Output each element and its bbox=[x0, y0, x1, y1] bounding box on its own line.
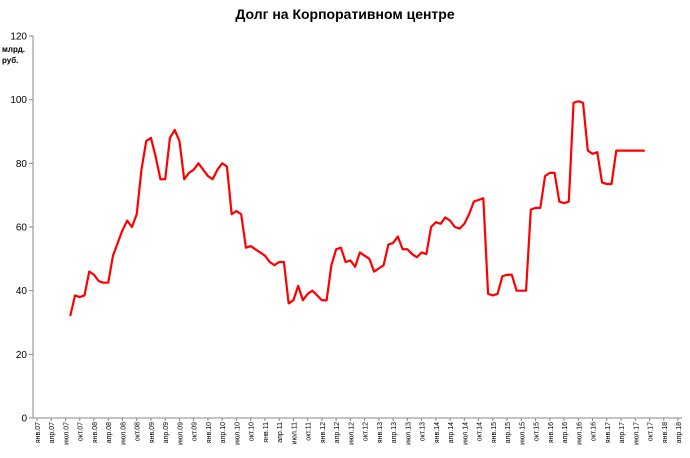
chart-title: Долг на Корпоративном центре bbox=[235, 6, 454, 22]
x-tick-label: июл.09 bbox=[177, 422, 184, 445]
x-tick-label: июл.14 bbox=[462, 422, 469, 445]
y-tick-label: 80 bbox=[16, 159, 28, 170]
x-tick-label: янв.17 bbox=[605, 422, 612, 443]
x-tick-label: апр.17 bbox=[619, 422, 626, 443]
x-tick-label: окт.09 bbox=[192, 422, 199, 441]
x-tick-label: янв.14 bbox=[434, 422, 441, 443]
x-tick-label: янв.16 bbox=[548, 422, 555, 443]
x-tick-label: апр.18 bbox=[676, 422, 683, 443]
x-tick-label: окт.15 bbox=[534, 422, 541, 441]
x-tick-label: апр.14 bbox=[448, 422, 455, 443]
x-tick-label: июл.13 bbox=[405, 422, 412, 445]
x-tick-label: янв.12 bbox=[320, 422, 327, 443]
x-tick-label: июл.12 bbox=[348, 422, 355, 445]
x-tick-label: апр.10 bbox=[220, 422, 227, 443]
x-tick-label: янв.13 bbox=[377, 422, 384, 443]
x-tick-label: апр.11 bbox=[277, 422, 284, 443]
x-tick-label: янв.15 bbox=[491, 422, 498, 443]
y-tick-label: 100 bbox=[10, 95, 27, 106]
y-tick-label: 120 bbox=[10, 32, 27, 43]
x-tick-label: окт.11 bbox=[306, 422, 313, 441]
y-tick-label: 0 bbox=[21, 414, 27, 425]
x-tick-label: окт.07 bbox=[78, 422, 85, 441]
x-tick-label: апр.08 bbox=[106, 422, 113, 443]
x-tick-label: июл.07 bbox=[63, 422, 70, 445]
x-tick-label: окт.17 bbox=[648, 422, 655, 441]
x-tick-label: янв.10 bbox=[206, 422, 213, 443]
x-tick-label: янв.11 bbox=[263, 422, 270, 443]
y-tick-label: 60 bbox=[16, 223, 28, 234]
x-tick-label: июл.10 bbox=[234, 422, 241, 445]
x-tick-label: апр.16 bbox=[562, 422, 569, 443]
x-tick-label: окт.10 bbox=[249, 422, 256, 441]
x-tick-label: янв.18 bbox=[662, 422, 669, 443]
y-unit: руб. bbox=[2, 56, 18, 65]
data-line bbox=[69, 100, 645, 317]
y-tick-label: 40 bbox=[16, 286, 28, 297]
x-tick-label: июл.17 bbox=[633, 422, 640, 445]
x-tick-label: июл.15 bbox=[519, 422, 526, 445]
x-tick-label: апр.15 bbox=[505, 422, 512, 443]
x-tick-label: янв.08 bbox=[92, 422, 99, 443]
y-unit: млрд. bbox=[2, 45, 25, 54]
x-tick-label: янв.07 bbox=[35, 422, 42, 443]
x-tick-label: окт.16 bbox=[591, 422, 598, 441]
x-tick-label: апр.09 bbox=[163, 422, 170, 443]
x-tick-label: окт.13 bbox=[420, 422, 427, 441]
x-tick-label: апр.12 bbox=[334, 422, 341, 443]
x-tick-label: апр.07 bbox=[49, 422, 56, 443]
y-tick-label: 20 bbox=[16, 350, 28, 361]
x-tick-label: окт.14 bbox=[477, 422, 484, 441]
x-tick-label: июл.11 bbox=[291, 422, 298, 444]
x-tick-label: окт.08 bbox=[135, 422, 142, 441]
x-tick-label: окт.12 bbox=[363, 422, 370, 441]
x-tick-label: апр.13 bbox=[391, 422, 398, 443]
x-tick-label: июл.16 bbox=[576, 422, 583, 445]
x-tick-label: янв.09 bbox=[149, 422, 156, 443]
x-tick-label: июл.08 bbox=[120, 422, 127, 445]
